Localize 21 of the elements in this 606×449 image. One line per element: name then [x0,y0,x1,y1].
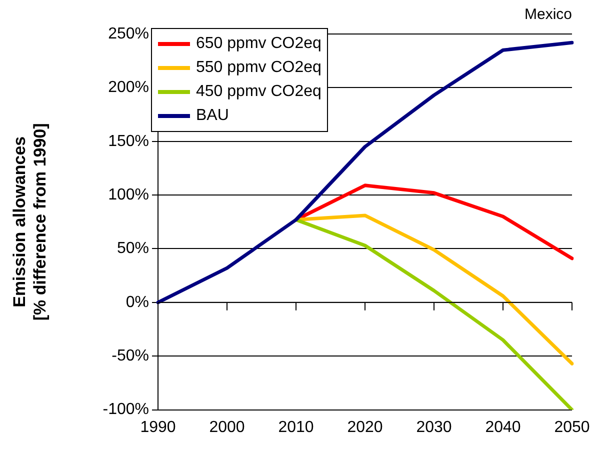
x-tick-label: 2020 [347,418,383,436]
y-tick-label: 150% [108,132,149,150]
y-tick-label: 100% [108,186,149,204]
x-tick-label: 2010 [278,418,314,436]
legend-label: BAU [196,106,229,126]
x-tick-label: 2000 [209,418,245,436]
y-tick-label: 50% [116,240,149,258]
y-axis-title: Emission allowances [% difference from 1990] [10,123,50,321]
x-tick-label: 2040 [485,418,521,436]
legend-label: 450 ppmv CO2eq [196,82,322,102]
y-tick-label: 200% [108,79,149,96]
legend-label: 650 ppmv CO2eq [196,34,322,54]
x-tick-label: 1990 [140,418,176,436]
chart-title: Mexico [524,6,572,24]
y-tick-label: 250% [108,25,149,42]
x-tick-label: 2030 [416,418,452,436]
x-tick-label: 2050 [554,418,590,436]
y-tick-label: -50% [112,348,149,365]
y-tick-label: -100% [102,401,149,418]
y-tick-label: 0% [126,294,149,311]
legend-label: 550 ppmv CO2eq [196,58,322,78]
